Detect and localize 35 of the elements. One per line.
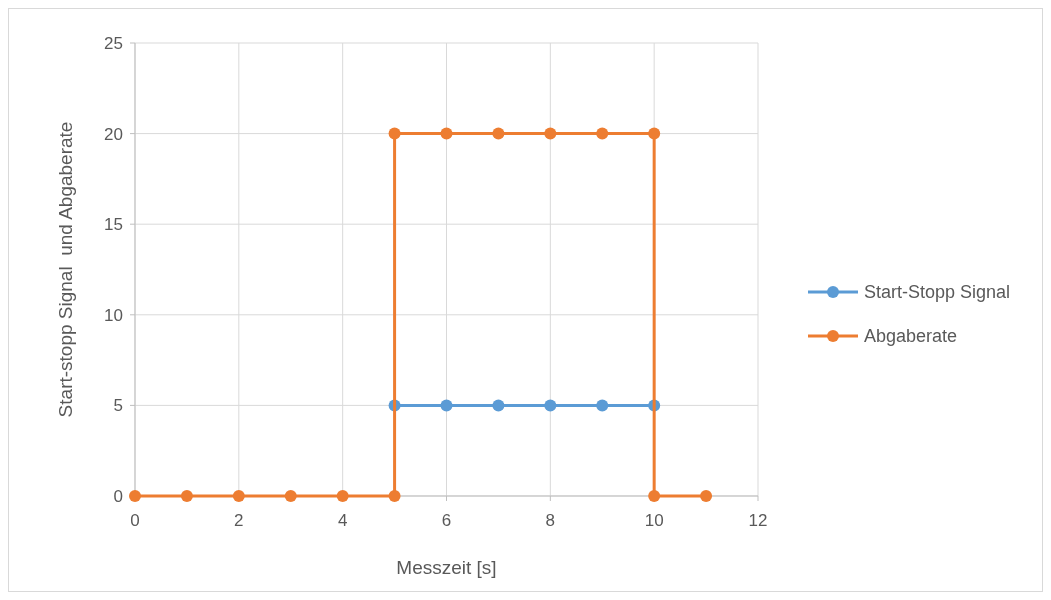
legend-label: Start-Stopp Signal: [864, 282, 1011, 302]
point: [492, 127, 505, 140]
y-tick-label: 0: [113, 487, 123, 506]
x-tick-label: 2: [234, 511, 244, 530]
y-axis-title: Start-stopp Signal und Abgaberate: [55, 121, 76, 418]
point: [700, 490, 713, 502]
x-tick-label: 10: [644, 511, 664, 530]
y-tick-label: 5: [113, 396, 123, 416]
x-tick-label: 4: [337, 511, 348, 530]
point: [129, 490, 141, 502]
point: [232, 490, 245, 502]
point: [648, 490, 661, 502]
point: [596, 127, 609, 140]
point: [180, 490, 193, 502]
point: [648, 127, 661, 140]
point: [440, 127, 453, 140]
x-axis-title: Messzeit [s]: [396, 557, 497, 578]
point: [336, 490, 349, 502]
y-tick-label: 15: [104, 215, 123, 235]
point: [544, 399, 557, 412]
x-tick-label: 12: [748, 511, 768, 530]
point: [440, 399, 453, 412]
x-tick-label: 0: [130, 511, 140, 530]
y-tick-label: 20: [104, 124, 123, 144]
x-tick-label: 6: [441, 511, 452, 530]
point: [596, 399, 609, 412]
point: [492, 399, 505, 412]
x-tick-label: 8: [545, 511, 556, 530]
y-tick-label: 25: [104, 34, 123, 53]
point: [388, 127, 401, 140]
point: [284, 490, 297, 502]
point: [544, 127, 557, 140]
legend-label: Abgaberate: [864, 326, 958, 346]
y-tick-label: 10: [104, 305, 123, 325]
point: [388, 490, 401, 502]
